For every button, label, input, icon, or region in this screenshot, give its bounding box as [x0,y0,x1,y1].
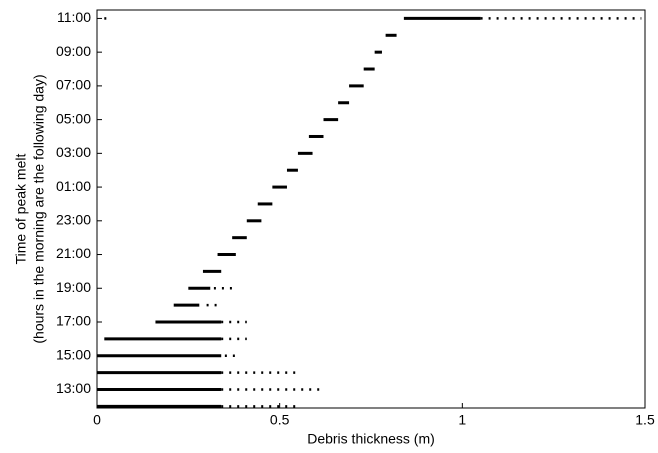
plot-frame [96,9,646,409]
y-tick-label: 01:00 [56,178,91,194]
x-tick-label: 0 [93,412,101,428]
y-tick-label: 09:00 [56,43,91,59]
y-tick-label: 07:00 [56,77,91,93]
y-tick-label: 17:00 [56,313,91,329]
y-tick-label: 05:00 [56,110,91,126]
y-tick-label: 03:00 [56,144,91,160]
y-tick-label: 21:00 [56,245,91,261]
x-tick-label: 1.5 [635,412,655,428]
y-axis-label: (hours in the morning are the following … [31,74,47,343]
x-tick-label: 1 [458,412,466,428]
y-tick-label: 11:00 [57,9,91,25]
y-tick-label: 15:00 [56,346,91,362]
y-tick-label: 23:00 [56,212,91,228]
x-tick-label: 0.5 [270,412,290,428]
y-axis-label: Time of peak melt [13,154,29,265]
y-tick-label: 13:00 [56,380,91,396]
x-axis-label: Debris thickness (m) [307,431,435,447]
y-tick-label: 19:00 [56,279,91,295]
